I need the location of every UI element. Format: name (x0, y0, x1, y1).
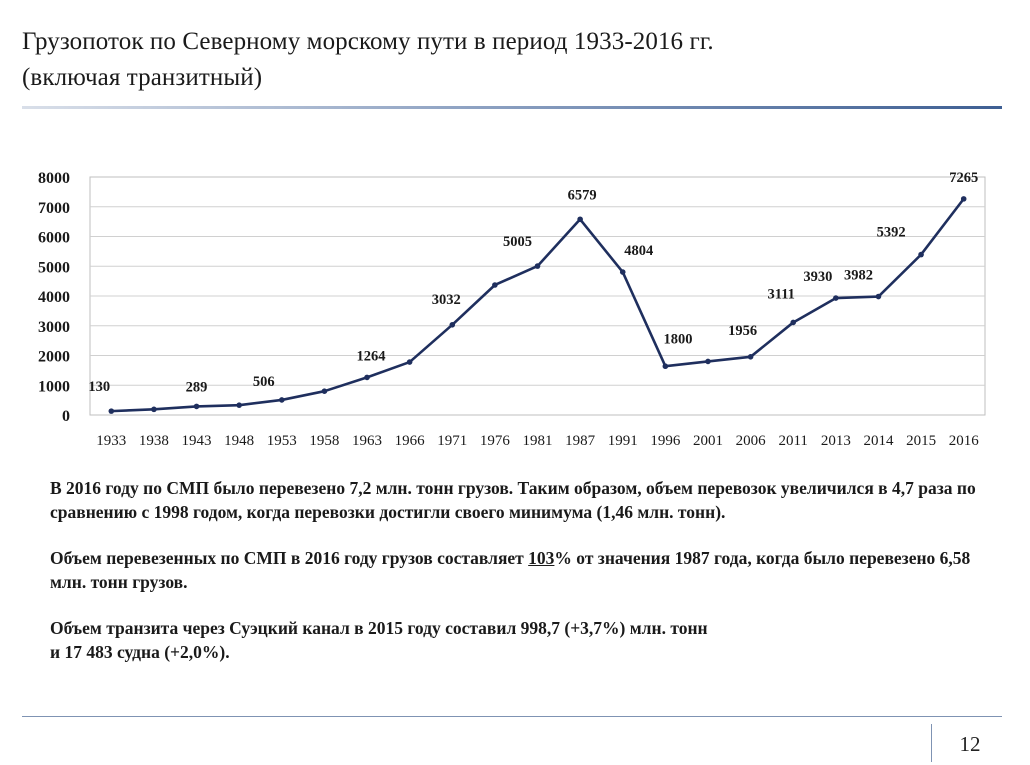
data-point (449, 321, 456, 328)
data-point (193, 403, 200, 410)
data-point (577, 216, 583, 223)
x-tick-label: 2006 (736, 433, 767, 449)
cargo-flow-line-chart: 0 1000 2000 3000 4000 5000 6000 7000 8000 1933 193… (38, 170, 986, 449)
data-point (278, 397, 285, 403)
y-tick-label: 7000 (38, 200, 70, 217)
data-label: 3982 (844, 268, 873, 284)
data-point (747, 354, 754, 360)
y-tick-label: 3000 (38, 319, 70, 336)
data-point (960, 196, 967, 202)
y-tick-label: 6000 (38, 230, 70, 247)
data-label: 289 (186, 379, 208, 395)
y-tick-label: 5000 (38, 259, 70, 276)
data-point (321, 388, 328, 394)
data-label: 130 (88, 379, 110, 395)
data-point (705, 358, 711, 365)
data-point (151, 406, 157, 413)
data-point (619, 269, 626, 275)
x-tick-label: 2001 (693, 433, 723, 449)
slide-title-line2: (включая транзитный) (22, 64, 263, 91)
data-label: 6579 (568, 187, 597, 203)
data-point (790, 319, 797, 326)
data-label: 506 (253, 374, 275, 390)
x-tick-label: 1933 (96, 433, 126, 449)
x-tick-label: 1996 (650, 433, 681, 449)
x-tick-label: 2011 (778, 433, 807, 449)
series-line (111, 198, 965, 413)
note-p2-underlined: 103 (528, 548, 555, 568)
notes-block: В 2016 году по СМП было перевезено 7,2 м… (50, 476, 980, 686)
note-p3-line2: и 17 483 судна (+2,0%). (50, 642, 230, 662)
data-point (918, 251, 924, 258)
data-label: 3032 (432, 292, 461, 308)
data-point (364, 374, 370, 381)
x-tick-label: 2014 (863, 433, 894, 449)
y-tick-label: 4000 (38, 289, 70, 306)
note-paragraph-2: Объем перевезенных по СМП в 2016 году гр… (50, 546, 980, 594)
note-paragraph-1: В 2016 году по СМП было перевезено 7,2 м… (50, 478, 976, 522)
x-tick-label: 1948 (224, 433, 254, 449)
data-label: 3111 (768, 286, 795, 302)
x-tick-label: 1938 (139, 433, 169, 449)
data-label: 5005 (503, 234, 532, 250)
data-label: 1800 (663, 331, 692, 347)
data-point (875, 293, 882, 300)
data-point (108, 408, 115, 414)
data-label: 3930 (803, 269, 832, 285)
x-tick-label: 1991 (608, 433, 638, 449)
data-label: 1264 (357, 348, 386, 364)
x-tick-label: 1966 (395, 433, 426, 449)
data-label: 5392 (877, 225, 906, 241)
y-tick-label: 0 (62, 408, 70, 425)
y-tick-label: 1000 (38, 378, 70, 395)
data-point (492, 282, 498, 288)
x-tick-label: 2015 (906, 433, 936, 449)
data-point (236, 402, 242, 408)
x-tick-label: 1976 (480, 433, 511, 449)
page-number: 12 (959, 732, 981, 756)
x-tick-label: 1981 (523, 433, 553, 449)
x-tick-label: 2016 (949, 433, 980, 449)
y-tick-label: 2000 (38, 349, 70, 366)
note-p2-after: % от значения 1987 года, когда было пере… (50, 548, 971, 592)
x-tick-label: 1958 (309, 433, 339, 449)
footer-divider (22, 716, 1002, 717)
data-label: 4804 (624, 243, 653, 259)
x-tick-label: 1943 (182, 433, 212, 449)
data-label: 7265 (949, 170, 978, 186)
note-p3-line1: Объем транзита через Суэцкий канал в 201… (50, 618, 708, 638)
data-label: 1956 (728, 323, 757, 339)
x-tick-label: 1953 (267, 433, 297, 449)
x-tick-label: 1963 (352, 433, 382, 449)
x-tick-label: 1971 (437, 433, 467, 449)
note-p2-before: Объем перевезенных по СМП в 2016 году гр… (50, 548, 529, 568)
x-tick-label: 2013 (821, 433, 851, 449)
title-divider (22, 106, 1002, 109)
data-point (534, 263, 541, 269)
data-point (662, 363, 669, 370)
y-tick-label: 8000 (38, 170, 70, 187)
slide-title-line1: Грузопоток по Северному морскому пути в … (22, 28, 714, 55)
data-point (833, 295, 839, 301)
data-point (406, 359, 413, 365)
x-tick-label: 1987 (565, 433, 596, 449)
note-paragraph-3: Объем транзита через Суэцкий канал в 201… (50, 616, 980, 664)
chart-area: 0 1000 2000 3000 4000 5000 6000 7000 8000 1933 193… (0, 160, 1030, 460)
page-number-separator (931, 724, 932, 762)
slide-title: Грузопоток по Северному морскому пути в … (22, 24, 982, 96)
